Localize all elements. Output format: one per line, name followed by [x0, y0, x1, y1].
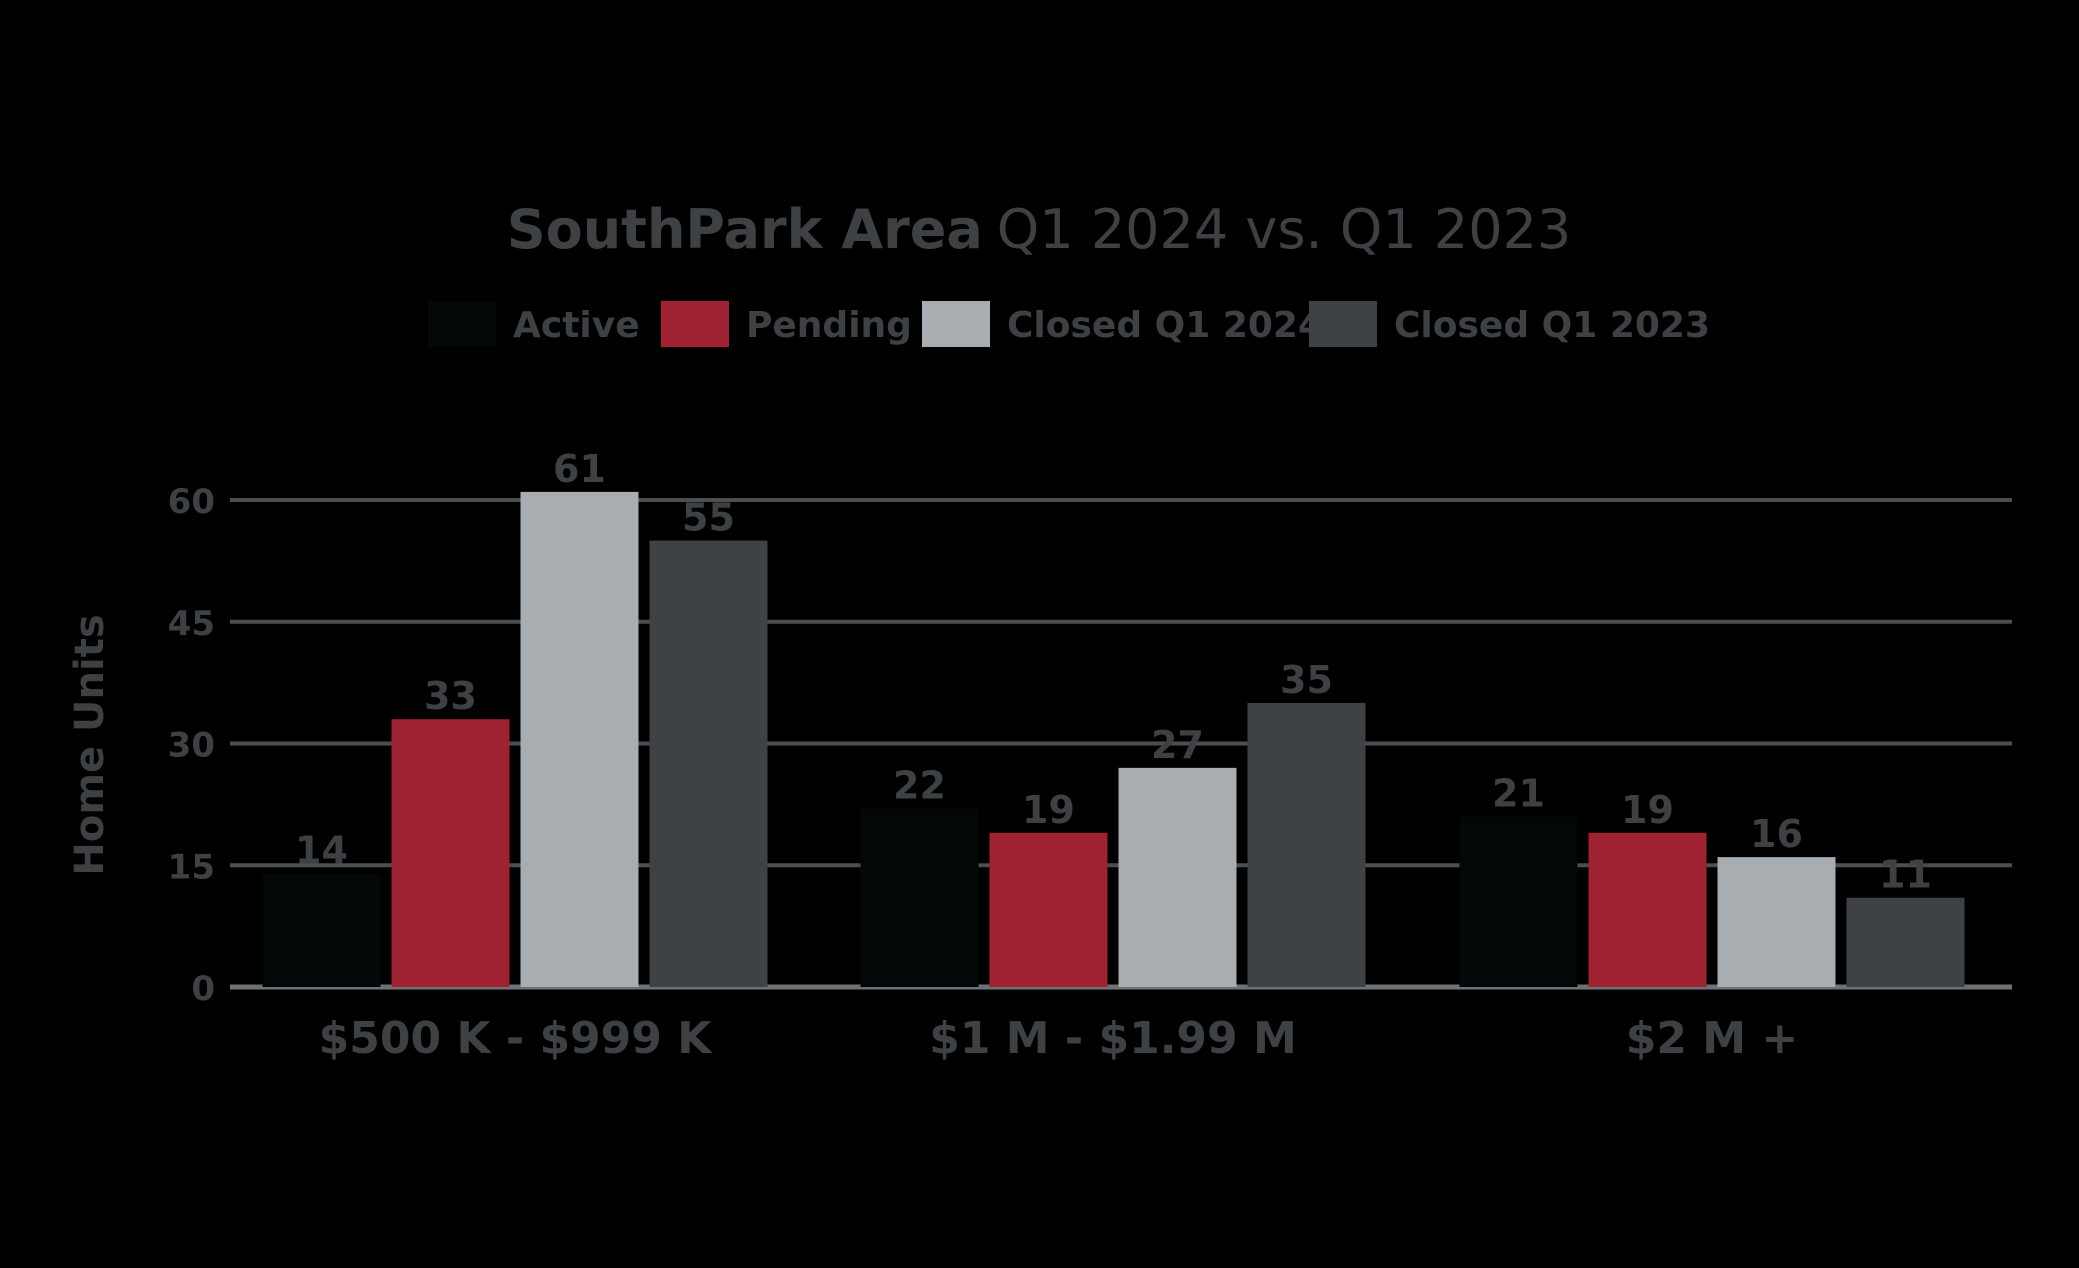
chart-title-bold: SouthPark Area	[507, 198, 983, 261]
data-label: 19	[1022, 788, 1075, 832]
data-label: 14	[295, 828, 348, 872]
legend-swatch	[1309, 301, 1377, 347]
category-label: $2 M +	[1626, 1013, 1799, 1064]
data-label: 61	[553, 447, 606, 491]
data-label: 16	[1750, 812, 1803, 856]
bar-closed-q1-2024	[520, 491, 639, 987]
category-label: $1 M - $1.99 M	[929, 1013, 1297, 1064]
y-tick-label: 60	[168, 482, 215, 522]
legend-label: Active	[513, 305, 640, 346]
bar-pending	[391, 719, 510, 987]
chart-title: SouthPark Area Q1 2024 vs. Q1 2023	[507, 198, 1572, 261]
data-label: 33	[424, 674, 477, 718]
data-label: 27	[1151, 723, 1204, 767]
data-label: 22	[893, 763, 946, 807]
y-axis-label: Home Units	[67, 614, 113, 875]
bar-closed-q1-2023	[649, 540, 768, 987]
data-labels: 14 33 61 55 22 19 27 35 21 19 16 11	[295, 447, 1932, 897]
bars	[262, 491, 1965, 987]
data-label: 35	[1280, 658, 1333, 702]
y-axis-ticks: 0 15 30 45 60	[168, 482, 215, 1009]
bar-active	[262, 873, 381, 987]
bar-closed-q1-2024	[1118, 767, 1237, 987]
bar-closed-q1-2024	[1717, 857, 1836, 987]
legend: Active Pending Closed Q1 2024 Closed Q1 202…	[428, 301, 1710, 347]
category-labels: $500 K - $999 K $1 M - $1.99 M $2 M +	[319, 1013, 1799, 1064]
bar-pending	[1588, 832, 1707, 987]
bar-closed-q1-2023	[1846, 897, 1965, 987]
y-tick-label: 30	[168, 726, 215, 766]
legend-label: Pending	[746, 305, 912, 346]
legend-label: Closed Q1 2023	[1394, 305, 1710, 346]
legend-swatch	[428, 301, 496, 347]
legend-label: Closed Q1 2024	[1007, 305, 1323, 346]
y-tick-label: 0	[191, 969, 215, 1009]
chart-title-normal: Q1 2024 vs. Q1 2023	[997, 198, 1572, 261]
data-label: 19	[1621, 788, 1674, 832]
y-tick-label: 45	[168, 604, 215, 644]
y-tick-label: 15	[168, 847, 215, 887]
bar-active	[860, 808, 979, 987]
bar-closed-q1-2023	[1247, 702, 1366, 987]
bar-pending	[989, 832, 1108, 987]
legend-swatch	[922, 301, 990, 347]
data-label: 11	[1879, 853, 1932, 897]
data-label: 21	[1492, 772, 1545, 816]
bar-active	[1459, 816, 1578, 987]
category-label: $500 K - $999 K	[319, 1013, 714, 1064]
legend-swatch	[661, 301, 729, 347]
data-label: 55	[682, 496, 735, 540]
